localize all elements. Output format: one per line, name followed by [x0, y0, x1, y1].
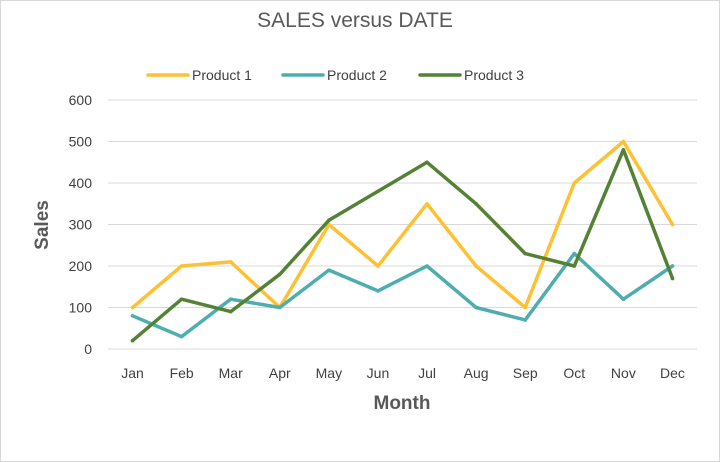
- data-point: [425, 160, 429, 165]
- data-point: [523, 305, 528, 310]
- x-tick-label: Jun: [367, 365, 390, 381]
- x-tick-label: Jul: [418, 365, 436, 381]
- x-tick-label: Dec: [660, 365, 685, 381]
- data-point: [670, 264, 675, 268]
- data-point: [572, 251, 577, 256]
- x-tick-label: Feb: [170, 365, 194, 381]
- data-point: [670, 222, 675, 227]
- data-point: [130, 338, 135, 343]
- legend-item: Product 3: [418, 67, 524, 83]
- x-tick-label: Mar: [219, 365, 243, 381]
- series-line: [130, 139, 675, 310]
- data-point: [425, 264, 429, 268]
- data-point: [228, 297, 233, 302]
- data-point: [179, 334, 184, 339]
- data-point: [327, 218, 331, 223]
- legend-label: Product 3: [464, 67, 524, 83]
- x-tick-label: Jan: [121, 365, 144, 381]
- data-point: [228, 309, 233, 314]
- x-tick-label: Aug: [464, 365, 489, 381]
- series-line: [130, 148, 675, 343]
- data-point: [228, 260, 233, 264]
- x-tick-label: May: [316, 365, 342, 381]
- data-point: [130, 314, 135, 318]
- data-point: [277, 272, 282, 277]
- data-point: [376, 289, 380, 293]
- data-point: [523, 318, 528, 322]
- series-line: [130, 251, 675, 339]
- y-tick-label: 200: [69, 258, 93, 274]
- chart-title: SALES versus DATE: [257, 9, 453, 32]
- legend-item: Product 2: [281, 67, 387, 83]
- data-point: [670, 276, 675, 281]
- x-tick-label: Sep: [513, 365, 538, 381]
- data-point: [376, 189, 380, 194]
- data-point: [572, 181, 577, 185]
- x-tick-label: Oct: [563, 365, 585, 381]
- data-point: [179, 297, 184, 302]
- y-axis-label: Sales: [32, 200, 53, 250]
- data-point: [474, 264, 478, 268]
- y-tick-label: 300: [69, 217, 93, 233]
- chart-legend: Product 1 Product 2 Product 3: [146, 67, 524, 83]
- data-point: [376, 264, 380, 268]
- data-point: [277, 305, 282, 310]
- y-tick-label: 0: [84, 341, 92, 357]
- x-tick-label: Apr: [269, 365, 291, 381]
- data-point: [621, 139, 626, 144]
- gridlines: [108, 99, 697, 350]
- data-point: [621, 148, 626, 152]
- y-tick-label: 400: [69, 175, 93, 191]
- data-point: [474, 305, 478, 310]
- data-point: [523, 251, 528, 256]
- x-axis-label: Month: [374, 393, 431, 414]
- series-2: [130, 251, 675, 339]
- y-tick-label: 500: [69, 134, 93, 150]
- data-point: [179, 264, 184, 268]
- data-point: [621, 297, 626, 302]
- series-3: [130, 148, 675, 343]
- x-axis-ticks: Jan Feb Mar Apr May Jun Jul Aug Sep Oct Nov Dec: [121, 365, 685, 381]
- series-lines: [130, 139, 675, 343]
- data-point: [327, 268, 331, 272]
- y-tick-label: 100: [69, 300, 93, 316]
- data-point: [130, 305, 135, 310]
- legend-label: Product 1: [192, 67, 252, 83]
- legend-item: Product 1: [146, 67, 252, 83]
- data-point: [425, 201, 429, 206]
- x-tick-label: Nov: [611, 365, 636, 381]
- legend-label: Product 2: [327, 67, 387, 83]
- data-point: [474, 201, 478, 206]
- y-axis-ticks: 0 100 200 300 400 500 600: [69, 92, 93, 357]
- data-point: [572, 264, 577, 268]
- y-tick-label: 600: [69, 92, 93, 108]
